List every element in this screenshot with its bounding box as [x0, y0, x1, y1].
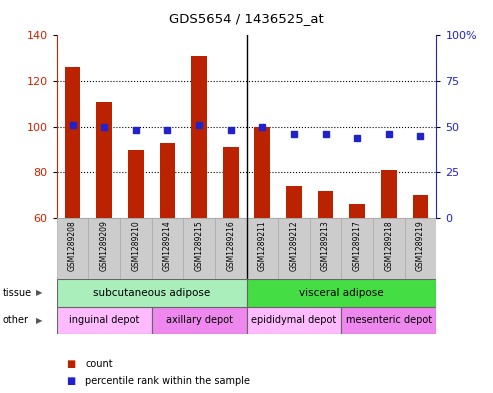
Text: percentile rank within the sample: percentile rank within the sample [85, 376, 250, 386]
Bar [96, 102, 112, 218]
Bar [57, 279, 246, 307]
Text: tissue: tissue [2, 288, 32, 298]
Text: inguinal depot: inguinal depot [69, 315, 140, 325]
Text: other: other [2, 315, 29, 325]
Bar [215, 218, 246, 279]
Bar [57, 218, 88, 279]
Bar [381, 170, 397, 218]
Bar [341, 218, 373, 279]
Text: mesenteric depot: mesenteric depot [346, 315, 432, 325]
Bar [152, 218, 183, 279]
Bar [120, 218, 152, 279]
Bar [286, 186, 302, 218]
Bar [191, 56, 207, 218]
Text: visceral adipose: visceral adipose [299, 288, 384, 298]
Text: GSM1289216: GSM1289216 [226, 220, 235, 271]
Text: GSM1289214: GSM1289214 [163, 220, 172, 271]
Text: GSM1289217: GSM1289217 [352, 220, 362, 271]
Text: GSM1289218: GSM1289218 [385, 220, 393, 270]
Bar [152, 307, 246, 334]
Text: GSM1289219: GSM1289219 [416, 220, 425, 271]
Bar [310, 218, 341, 279]
Bar [254, 127, 270, 218]
Text: GSM1289208: GSM1289208 [68, 220, 77, 271]
Text: axillary depot: axillary depot [166, 315, 233, 325]
Bar [350, 204, 365, 218]
Bar [65, 67, 80, 218]
Bar [278, 218, 310, 279]
Bar [57, 307, 152, 334]
Text: subcutaneous adipose: subcutaneous adipose [93, 288, 210, 298]
Text: epididymal depot: epididymal depot [251, 315, 337, 325]
Text: ■: ■ [67, 358, 76, 369]
Text: GSM1289210: GSM1289210 [131, 220, 141, 271]
Text: ▶: ▶ [35, 288, 42, 297]
Text: GSM1289211: GSM1289211 [258, 220, 267, 270]
Bar [341, 307, 436, 334]
Text: count: count [85, 358, 113, 369]
Text: ▶: ▶ [35, 316, 42, 325]
Text: GDS5654 / 1436525_at: GDS5654 / 1436525_at [169, 12, 324, 25]
Text: GSM1289212: GSM1289212 [289, 220, 298, 270]
Text: GSM1289213: GSM1289213 [321, 220, 330, 271]
Bar [128, 150, 143, 218]
Bar [246, 279, 436, 307]
Bar [246, 307, 341, 334]
Bar [405, 218, 436, 279]
Bar [223, 147, 239, 218]
Text: ■: ■ [67, 376, 76, 386]
Bar [160, 143, 176, 218]
Text: GSM1289215: GSM1289215 [195, 220, 204, 271]
Bar [246, 218, 278, 279]
Bar [317, 191, 333, 218]
Text: GSM1289209: GSM1289209 [100, 220, 108, 271]
Bar [183, 218, 215, 279]
Bar [88, 218, 120, 279]
Bar [413, 195, 428, 218]
Bar [373, 218, 405, 279]
